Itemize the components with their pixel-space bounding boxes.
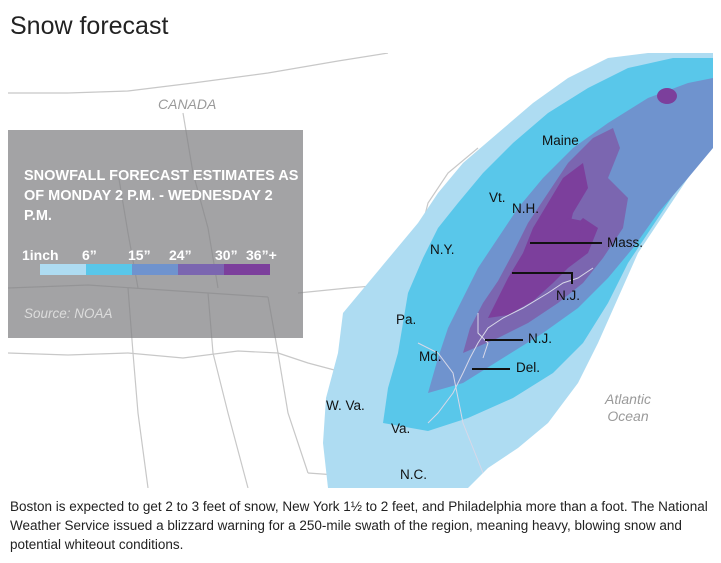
label-maryland: Md.	[419, 349, 442, 364]
leader-nj-south	[485, 339, 523, 341]
label-new-jersey-south: N.J.	[528, 331, 553, 346]
coastline	[417, 267, 594, 474]
legend-color-scale	[40, 264, 270, 275]
leader-nj-north	[512, 272, 572, 274]
label-new-york: N.Y.	[430, 242, 455, 257]
legend-tick-6: 6”	[82, 247, 97, 263]
source-note: Source: NOAA	[24, 306, 113, 321]
label-atlantic-ocean: Atlantic Ocean	[605, 391, 651, 424]
legend-ticks: 1inch 6” 15” 24” 30” 36”+	[22, 247, 292, 265]
label-maine: Maine	[542, 133, 579, 148]
snow-forecast-map	[8, 53, 713, 488]
map-graphic	[8, 53, 713, 488]
leader-delaware	[472, 368, 510, 370]
snow-band-30in	[488, 163, 598, 318]
label-vermont: Vt.	[489, 190, 506, 205]
legend-swatch-4	[178, 264, 224, 275]
legend-tick-24: 24”	[169, 247, 192, 263]
leader-nj-north-drop	[571, 272, 573, 284]
label-canada: CANADA	[158, 96, 217, 112]
legend-tick-1: 1inch	[22, 247, 59, 263]
legend-swatch-2	[86, 264, 132, 275]
caption: Boston is expected to get 2 to 3 feet of…	[10, 499, 708, 552]
leader-mass	[530, 242, 602, 244]
label-new-jersey-north: N.J.	[556, 288, 581, 303]
legend-tick-15: 15”	[128, 247, 151, 263]
label-pennsylvania: Pa.	[396, 312, 417, 327]
legend-box: SNOWFALL FORECAST ESTIMATES AS OF MONDAY…	[8, 130, 303, 338]
legend-heading: SNOWFALL FORECAST ESTIMATES AS OF MONDAY…	[24, 168, 299, 224]
label-massachusetts: Mass.	[607, 235, 644, 250]
label-west-virginia: W. Va.	[326, 398, 365, 413]
legend-swatch-3	[132, 264, 178, 275]
legend-tick-30: 30”	[215, 247, 238, 263]
page-title: Snow forecast	[10, 12, 169, 40]
label-north-carolina: N.C.	[400, 467, 427, 482]
label-new-hampshire: N.H.	[512, 201, 539, 216]
legend-swatch-1	[40, 264, 86, 275]
legend-tick-36: 36”+	[246, 247, 277, 263]
legend-swatch-5	[224, 264, 270, 275]
label-virginia: Va.	[391, 421, 411, 436]
label-delaware: Del.	[516, 360, 541, 375]
